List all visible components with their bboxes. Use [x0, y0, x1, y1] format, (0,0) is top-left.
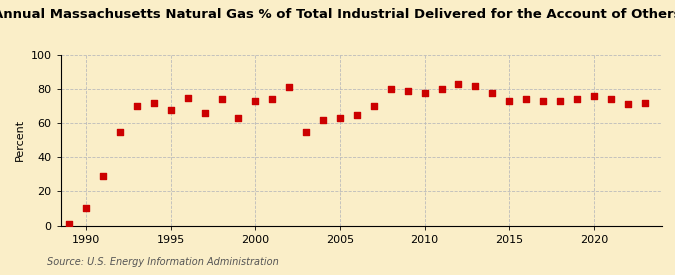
Text: Annual Massachusetts Natural Gas % of Total Industrial Delivered for the Account: Annual Massachusetts Natural Gas % of To… — [0, 8, 675, 21]
Point — [301, 130, 312, 134]
Point — [267, 97, 277, 101]
Text: Source: U.S. Energy Information Administration: Source: U.S. Energy Information Administ… — [47, 257, 279, 267]
Point — [605, 97, 616, 101]
Y-axis label: Percent: Percent — [15, 119, 25, 161]
Point — [318, 118, 329, 122]
Point — [639, 101, 650, 105]
Point — [622, 102, 633, 107]
Point — [487, 90, 497, 95]
Point — [538, 99, 549, 103]
Point — [132, 104, 142, 108]
Point — [233, 116, 244, 120]
Point — [165, 107, 176, 112]
Point — [520, 97, 531, 101]
Point — [385, 87, 396, 91]
Point — [250, 99, 261, 103]
Point — [335, 116, 346, 120]
Point — [115, 130, 126, 134]
Point — [369, 104, 379, 108]
Point — [504, 99, 514, 103]
Point — [572, 97, 583, 101]
Point — [453, 82, 464, 86]
Point — [199, 111, 210, 115]
Point — [470, 84, 481, 88]
Point — [216, 97, 227, 101]
Point — [352, 112, 362, 117]
Point — [182, 95, 193, 100]
Point — [402, 89, 413, 93]
Point — [81, 206, 92, 211]
Point — [284, 85, 294, 90]
Point — [555, 99, 566, 103]
Point — [98, 174, 109, 178]
Point — [148, 101, 159, 105]
Point — [419, 90, 430, 95]
Point — [436, 87, 447, 91]
Point — [64, 222, 75, 226]
Point — [589, 94, 599, 98]
